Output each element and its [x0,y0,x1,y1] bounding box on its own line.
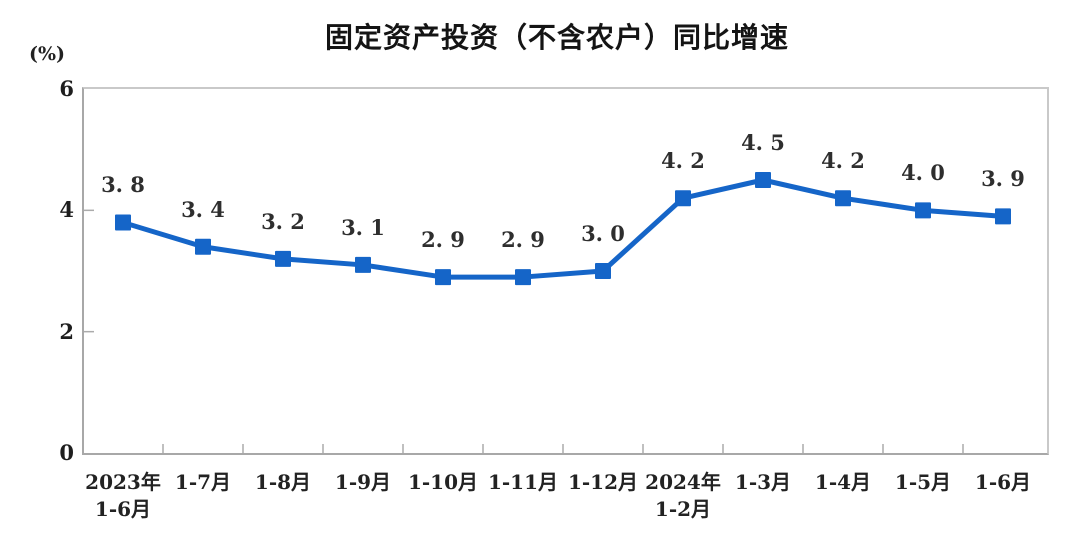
x-axis-label: 1-5月 [894,470,952,494]
data-point-label: 3. 2 [261,208,305,234]
data-point-marker [835,190,851,207]
data-point-label: 4. 5 [741,130,785,155]
x-axis-label: 1-6月 [974,470,1032,494]
data-point-label: 4. 2 [661,148,705,174]
data-point-marker [435,269,451,286]
x-axis-label: 1-3月 [734,470,792,494]
x-axis-label: 1-10月 [407,470,479,494]
data-point-marker [195,238,211,255]
data-labels-layer: 3. 8 3. 4 3. 2 3. 1 2. 9 2. 9 3. 0 4. 2 4. 5 4. 2… [84,89,1047,453]
data-point-marker [355,256,371,273]
data-point-marker [595,263,611,279]
data-point-marker [915,202,931,219]
data-point-label: 2. 9 [501,227,545,253]
data-point-marker [515,269,531,286]
plot-area: 3. 8 3. 4 3. 2 3. 1 2. 9 2. 9 3. 0 4. 2 4. 5 4. 2… [82,87,1049,455]
series-line [120,177,1006,280]
x-axis-label: 1-8月 [254,470,312,494]
x-axis-label: 1-7月 [174,470,232,494]
data-point-label: 3. 4 [181,196,225,222]
data-point-label: 3. 0 [581,221,625,246]
data-point-marker [675,190,691,207]
y-axis-tick-label: 0 [59,440,74,465]
y-axis-tick-label: 2 [59,318,74,344]
x-axis-label: 1-9月 [334,470,392,494]
y-axis-unit-label: (%) [29,43,66,65]
data-point-label: 4. 2 [821,148,865,174]
series-svg [84,172,1011,453]
y-axis-tick-label: 6 [59,76,74,101]
x-axis-label: 1-4月 [814,470,872,494]
data-point-label: 3. 9 [981,166,1025,192]
data-point-marker [115,214,131,231]
data-point-marker [275,250,291,267]
data-point-label: 4. 0 [901,160,945,186]
y-axis-tick-label: 4 [59,197,74,223]
data-point-label: 2. 9 [421,227,465,253]
chart-title: 固定资产投资（不含农户）同比增速 [324,21,790,54]
data-point-marker [755,172,771,188]
x-axis-label: 2024年 1-2月 [645,470,721,521]
data-point-label: 3. 8 [101,172,145,198]
data-point-label: 3. 1 [341,214,385,240]
x-axis-label: 1-12月 [567,470,639,494]
x-axis-label: 2023年 1-6月 [85,470,161,521]
x-axis-label: 1-11月 [487,470,559,494]
data-point-marker [995,208,1011,225]
